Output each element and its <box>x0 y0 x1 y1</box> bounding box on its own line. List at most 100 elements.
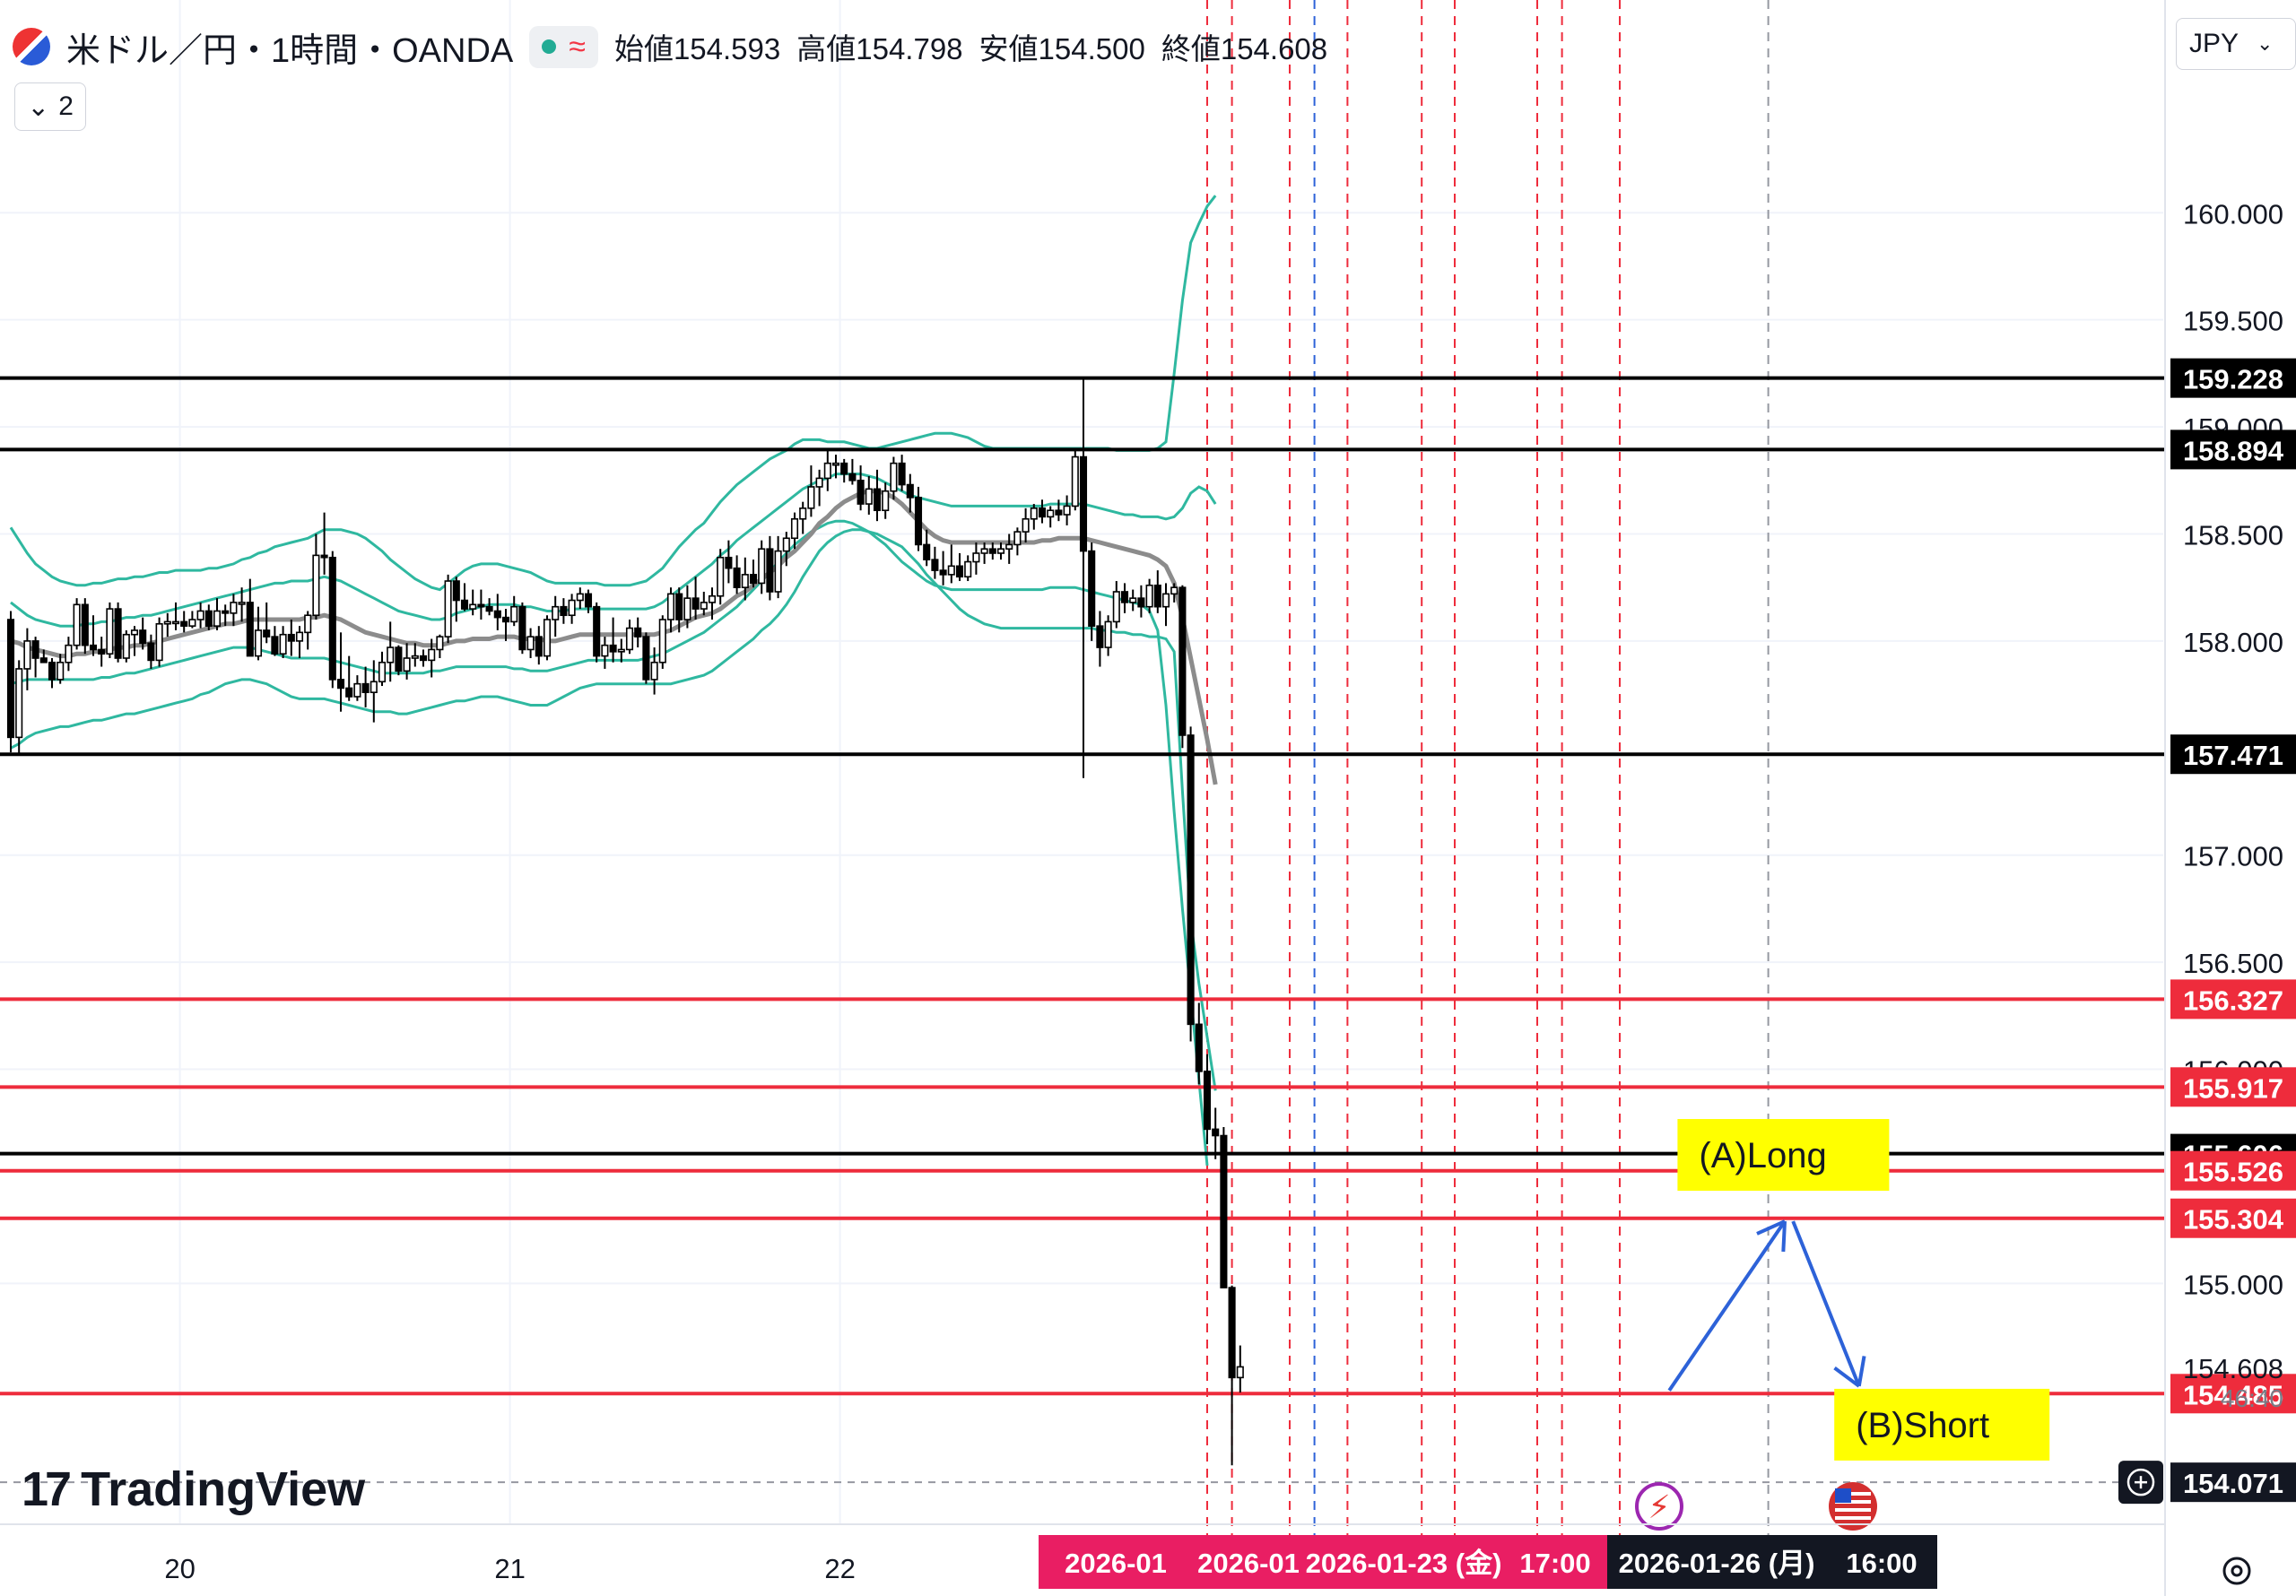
candle-body <box>906 483 914 499</box>
annotation-box <box>1677 1119 1890 1192</box>
candle-body <box>469 603 477 610</box>
candle <box>848 458 857 485</box>
candle-body <box>650 661 658 681</box>
candle <box>444 574 452 644</box>
arrow-head <box>1781 1220 1787 1253</box>
level-tag-red: 156.327 <box>2170 979 2296 1019</box>
candle-body <box>584 593 593 608</box>
market-status-pill[interactable]: ≈ <box>529 25 598 68</box>
level-tag-red-bg <box>2170 1374 2296 1414</box>
candle-body <box>39 657 48 664</box>
candle-body <box>601 644 609 657</box>
candle <box>766 535 774 601</box>
symbol-title[interactable]: 米ドル／円・1時間・OANDA <box>66 31 514 70</box>
candle-body <box>831 462 840 466</box>
candle-body <box>428 648 436 662</box>
candle <box>584 589 593 613</box>
candle-body <box>923 543 931 560</box>
candle-body <box>510 605 518 623</box>
candle <box>666 587 675 633</box>
candle <box>560 598 568 624</box>
currency-selector[interactable]: JPY ⌄ <box>2176 18 2296 70</box>
candle <box>1104 615 1112 656</box>
candle <box>1170 583 1178 603</box>
bollinger-inner-upper-line <box>10 473 1217 628</box>
candle <box>1220 1126 1228 1288</box>
candle-body <box>361 682 370 694</box>
candle <box>23 628 31 690</box>
candle <box>799 501 807 534</box>
candle-body <box>387 646 395 664</box>
candle <box>857 465 865 511</box>
candle-body <box>931 559 939 571</box>
level-tag-black-bg <box>2170 429 2296 470</box>
candle <box>188 611 196 629</box>
candle <box>328 551 336 689</box>
cursor-price-tag-bg <box>2170 1462 2296 1503</box>
candle-body <box>1104 620 1112 648</box>
time-highlight-text: 17:00 <box>1519 1548 1590 1579</box>
candle-body <box>65 644 73 664</box>
candle-body <box>1220 1134 1228 1288</box>
plus-circle <box>2126 1468 2155 1496</box>
candle <box>931 546 939 579</box>
time-highlight-text: 2026-01-23 (金) <box>1306 1548 1502 1579</box>
candle <box>238 587 246 622</box>
candle-body <box>336 679 345 690</box>
time-highlight-label: 16:00 <box>1826 1535 1937 1589</box>
us-flag-event-icon[interactable] <box>1829 1482 1877 1531</box>
settings-gear-icon[interactable] <box>2222 1557 2251 1585</box>
indicators-collapse-button[interactable]: ⌄ 2 <box>14 82 86 131</box>
candle <box>1236 1345 1244 1393</box>
candle-body <box>312 554 320 617</box>
candle-body <box>1187 734 1195 1026</box>
candle <box>617 638 625 663</box>
candle <box>914 486 923 551</box>
candle-body <box>1055 509 1063 516</box>
candle <box>1055 499 1063 522</box>
candle-body <box>996 548 1005 554</box>
candle-body <box>782 537 790 552</box>
level-tag-red-bg <box>2170 1150 2296 1191</box>
time-highlight-bg <box>1039 1535 1193 1589</box>
candle <box>543 615 552 661</box>
ohlc-values: 始値154.593 高値154.798 安値154.500 終値154.608 <box>614 25 1327 68</box>
candle <box>114 602 122 663</box>
candle-body <box>625 627 634 651</box>
candle-body <box>501 616 510 623</box>
candle-body <box>403 657 411 672</box>
candle <box>593 602 601 663</box>
candle-body <box>947 565 955 576</box>
time-axis-layer: ⚡20 21 22 2026-01 2026-01 2026-01-23 (金) 17:00… <box>0 1482 2165 1589</box>
candle-body <box>345 687 353 698</box>
candle <box>675 587 683 633</box>
lightning-event-icon[interactable]: ⚡ <box>1635 1482 1683 1531</box>
candle <box>106 602 114 658</box>
candle-body <box>1145 585 1153 608</box>
price-tick-label: 160.000 <box>2183 198 2283 230</box>
level-tag-red-text: 156.327 <box>2183 984 2283 1016</box>
candle-body <box>246 602 254 657</box>
candle-body <box>552 605 560 620</box>
close-value: 終値154.608 <box>1161 32 1328 65</box>
candle <box>452 577 460 622</box>
candle-body <box>691 597 700 610</box>
add-alert-plus-icon[interactable] <box>2118 1461 2163 1505</box>
candle <box>708 587 717 620</box>
candle <box>947 544 955 584</box>
candle <box>345 655 353 701</box>
candle-body <box>749 574 758 585</box>
candle <box>535 626 543 665</box>
candle <box>477 589 485 620</box>
candle <box>790 512 799 550</box>
candle-body <box>741 574 749 588</box>
time-highlight-label: 2026-01 <box>1193 1535 1304 1589</box>
candle-body <box>1047 509 1055 518</box>
candle-body <box>188 619 196 627</box>
candle <box>39 649 48 664</box>
candle <box>807 465 815 517</box>
time-highlight-text: 2026-01-26 (月) <box>1619 1548 1815 1579</box>
candle-body <box>122 633 130 659</box>
candle-body <box>807 486 815 509</box>
